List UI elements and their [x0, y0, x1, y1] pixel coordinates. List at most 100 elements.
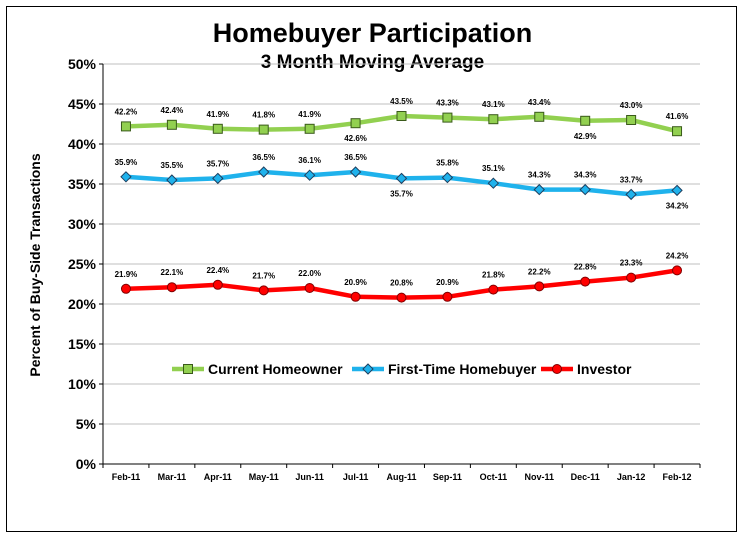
investor-point	[166, 282, 177, 293]
current-homeowner-point	[672, 126, 683, 137]
current-homeowner-point	[488, 114, 499, 125]
first-time-homebuyer-data-label: 35.5%	[161, 161, 184, 170]
investor-data-label: 24.2%	[666, 251, 689, 260]
y-tick-label: 25%	[68, 256, 97, 272]
investor-data-label: 22.8%	[574, 263, 597, 272]
current-homeowner-point	[212, 123, 223, 134]
current-homeowner-data-label: 42.9%	[574, 132, 597, 141]
chart-subtitle: 3 Month Moving Average	[260, 52, 485, 73]
legend-label: Investor	[577, 361, 632, 377]
first-time-homebuyer-point	[258, 166, 270, 178]
investor-point	[488, 284, 499, 295]
current-homeowner-point	[166, 119, 177, 130]
current-homeowner-data-label: 43.3%	[436, 99, 459, 108]
investor-data-label: 21.8%	[482, 271, 505, 280]
legend-label: First-Time Homebuyer	[388, 361, 537, 377]
first-time-homebuyer-point	[349, 166, 362, 178]
investor-data-label: 20.9%	[436, 278, 459, 287]
x-tick-label: Jun-11	[295, 472, 324, 482]
first-time-homebuyer-data-label: 34.2%	[666, 201, 689, 210]
investor-point	[580, 276, 591, 287]
current-homeowner-data-label: 43.0%	[620, 101, 643, 110]
first-time-homebuyer-point	[166, 174, 178, 186]
current-homeowner-point	[120, 121, 131, 132]
x-tick-label: Feb-12	[663, 472, 692, 482]
current-homeowner-data-label: 41.6%	[666, 112, 689, 121]
investor-data-label: 20.9%	[344, 278, 367, 287]
y-tick-label: 15%	[68, 336, 97, 352]
legend-investor-point	[552, 364, 562, 374]
first-time-homebuyer-data-label: 35.7%	[206, 159, 229, 168]
first-time-homebuyer-point	[395, 172, 408, 185]
y-tick-label: 30%	[68, 216, 97, 232]
x-tick-label: Dec-11	[571, 472, 600, 482]
first-time-homebuyer-point	[625, 188, 637, 201]
x-tick-label: Mar-11	[158, 472, 187, 482]
current-homeowner-data-label: 41.9%	[206, 110, 229, 119]
current-homeowner-point	[580, 115, 591, 126]
investor-data-label: 22.2%	[528, 267, 551, 276]
current-homeowner-data-label: 41.8%	[252, 111, 275, 120]
investor-point	[442, 291, 453, 302]
x-tick-label: Jan-12	[617, 472, 646, 482]
current-homeowner-data-label: 42.2%	[115, 107, 138, 116]
y-tick-label: 35%	[68, 176, 97, 192]
chart-frame	[6, 6, 737, 532]
chart-title: Homebuyer Participation	[212, 18, 533, 48]
first-time-homebuyer-point	[487, 177, 500, 189]
x-tick-label: Jul-11	[343, 472, 369, 482]
x-tick-label: Nov-11	[525, 472, 555, 482]
investor-point	[396, 292, 407, 303]
investor-point	[258, 285, 269, 296]
current-homeowner-point	[442, 112, 453, 123]
investor-data-label: 21.9%	[115, 270, 138, 279]
y-tick-label: 10%	[68, 376, 97, 392]
current-homeowner-data-label: 43.1%	[482, 100, 505, 109]
y-tick-label: 45%	[68, 96, 97, 112]
y-tick-label: 5%	[76, 416, 97, 432]
current-homeowner-data-label: 43.4%	[528, 98, 551, 107]
current-homeowner-point	[350, 118, 361, 129]
first-time-homebuyer-data-label: 35.1%	[482, 164, 505, 173]
first-time-homebuyer-data-label: 36.5%	[252, 153, 275, 162]
investor-point	[304, 283, 315, 293]
current-homeowner-data-label: 42.4%	[161, 106, 184, 115]
legend-current-homeowner-point	[183, 364, 193, 374]
y-tick-label: 40%	[68, 136, 97, 152]
first-time-homebuyer-point	[671, 184, 683, 197]
investor-point	[212, 279, 223, 290]
investor-data-label: 21.7%	[252, 271, 275, 280]
investor-point	[120, 283, 131, 294]
x-tick-label: Feb-11	[112, 472, 141, 482]
first-time-homebuyer-point	[441, 171, 454, 184]
investor-point	[626, 272, 637, 283]
first-time-homebuyer-point	[212, 172, 224, 185]
current-homeowner-point	[396, 111, 407, 121]
first-time-homebuyer-point	[303, 169, 316, 181]
current-homeowner-point	[304, 123, 315, 134]
x-tick-label: Aug-11	[386, 472, 416, 482]
y-tick-label: 50%	[68, 56, 97, 72]
first-time-homebuyer-data-label: 35.8%	[436, 159, 459, 168]
investor-point	[534, 281, 545, 292]
first-time-homebuyer-point	[120, 171, 132, 183]
y-tick-label: 0%	[76, 456, 97, 472]
y-tick-label: 20%	[68, 296, 97, 312]
first-time-homebuyer-data-label: 35.9%	[115, 158, 138, 167]
y-axis-label: Percent of Buy-Side Transactions	[27, 153, 43, 376]
x-tick-label: Sep-11	[433, 472, 462, 482]
legend-label: Current Homeowner	[208, 361, 343, 377]
current-homeowner-point	[258, 124, 269, 135]
investor-data-label: 20.8%	[390, 279, 413, 288]
current-homeowner-data-label: 41.9%	[298, 110, 321, 119]
first-time-homebuyer-data-label: 35.7%	[390, 189, 413, 198]
legend-first-time-homebuyer-point	[362, 363, 374, 375]
investor-point	[350, 291, 361, 302]
x-tick-label: Oct-11	[480, 472, 508, 482]
first-time-homebuyer-data-label: 33.7%	[620, 175, 643, 184]
x-tick-label: May-11	[249, 472, 279, 482]
first-time-homebuyer-data-label: 34.3%	[528, 171, 551, 180]
current-homeowner-point	[626, 115, 637, 125]
first-time-homebuyer-data-label: 36.1%	[298, 156, 321, 165]
